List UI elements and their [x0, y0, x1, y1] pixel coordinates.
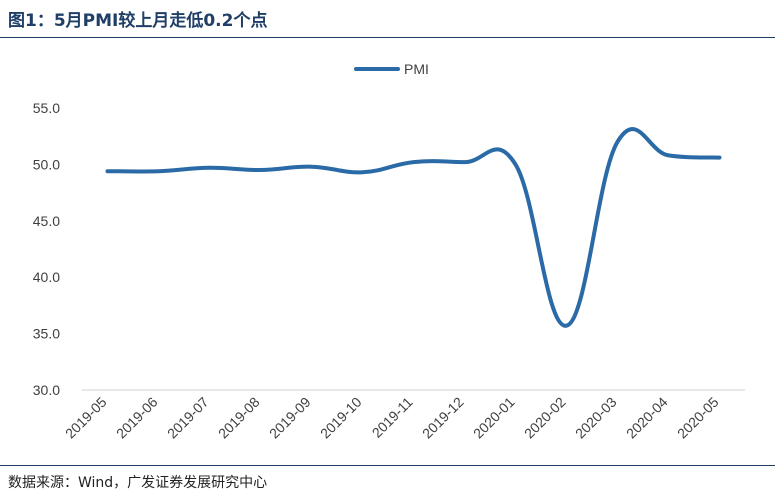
- title-divider: [0, 37, 775, 38]
- x-axis-ticks: 2019-05 2019-06 2019-07 2019-08 2019-09 2019-…: [62, 394, 722, 442]
- legend-label-pmi: PMI: [404, 61, 429, 77]
- y-tick-label: 35.0: [33, 326, 60, 342]
- y-axis-ticks: 30.0 35.0 40.0 45.0 50.0 55.0: [33, 100, 60, 398]
- series-line-pmi: [105, 127, 722, 328]
- y-tick-label: 30.0: [33, 382, 60, 398]
- x-tick-label: 2019-09: [266, 394, 314, 442]
- chart-title: 图1：5月PMI较上月走低0.2个点: [8, 11, 268, 31]
- x-tick-label: 2020-02: [521, 394, 569, 442]
- x-tick-label: 2020-04: [623, 394, 671, 442]
- pmi-line-chart: PMI 30.035.040.045.050.055.0 2019-05 2019…: [33, 61, 745, 442]
- x-tick-label: 2019-12: [419, 394, 467, 442]
- y-tick-label: 40.0: [33, 269, 60, 285]
- x-tick-label: 2019-10: [317, 394, 365, 442]
- y-tick-label: 55.0: [33, 100, 60, 116]
- x-tick-label: 2019-11: [369, 394, 416, 441]
- legend: PMI: [354, 61, 429, 77]
- x-tick-label: 2019-06: [113, 394, 161, 442]
- x-tick-label: 2019-05: [62, 394, 110, 442]
- source-divider: [0, 465, 775, 466]
- x-tick-label: 2019-08: [215, 394, 263, 442]
- y-tick-label: 50.0: [33, 156, 60, 172]
- y-tick-label: 45.0: [33, 213, 60, 229]
- x-tick-label: 2020-01: [470, 394, 518, 442]
- x-tick-label: 2020-05: [674, 394, 722, 442]
- data-source-note: 数据来源：Wind，广发证券发展研究中心: [8, 475, 268, 491]
- x-tick-label: 2019-07: [164, 394, 212, 442]
- x-tick-label: 2020-03: [572, 394, 620, 442]
